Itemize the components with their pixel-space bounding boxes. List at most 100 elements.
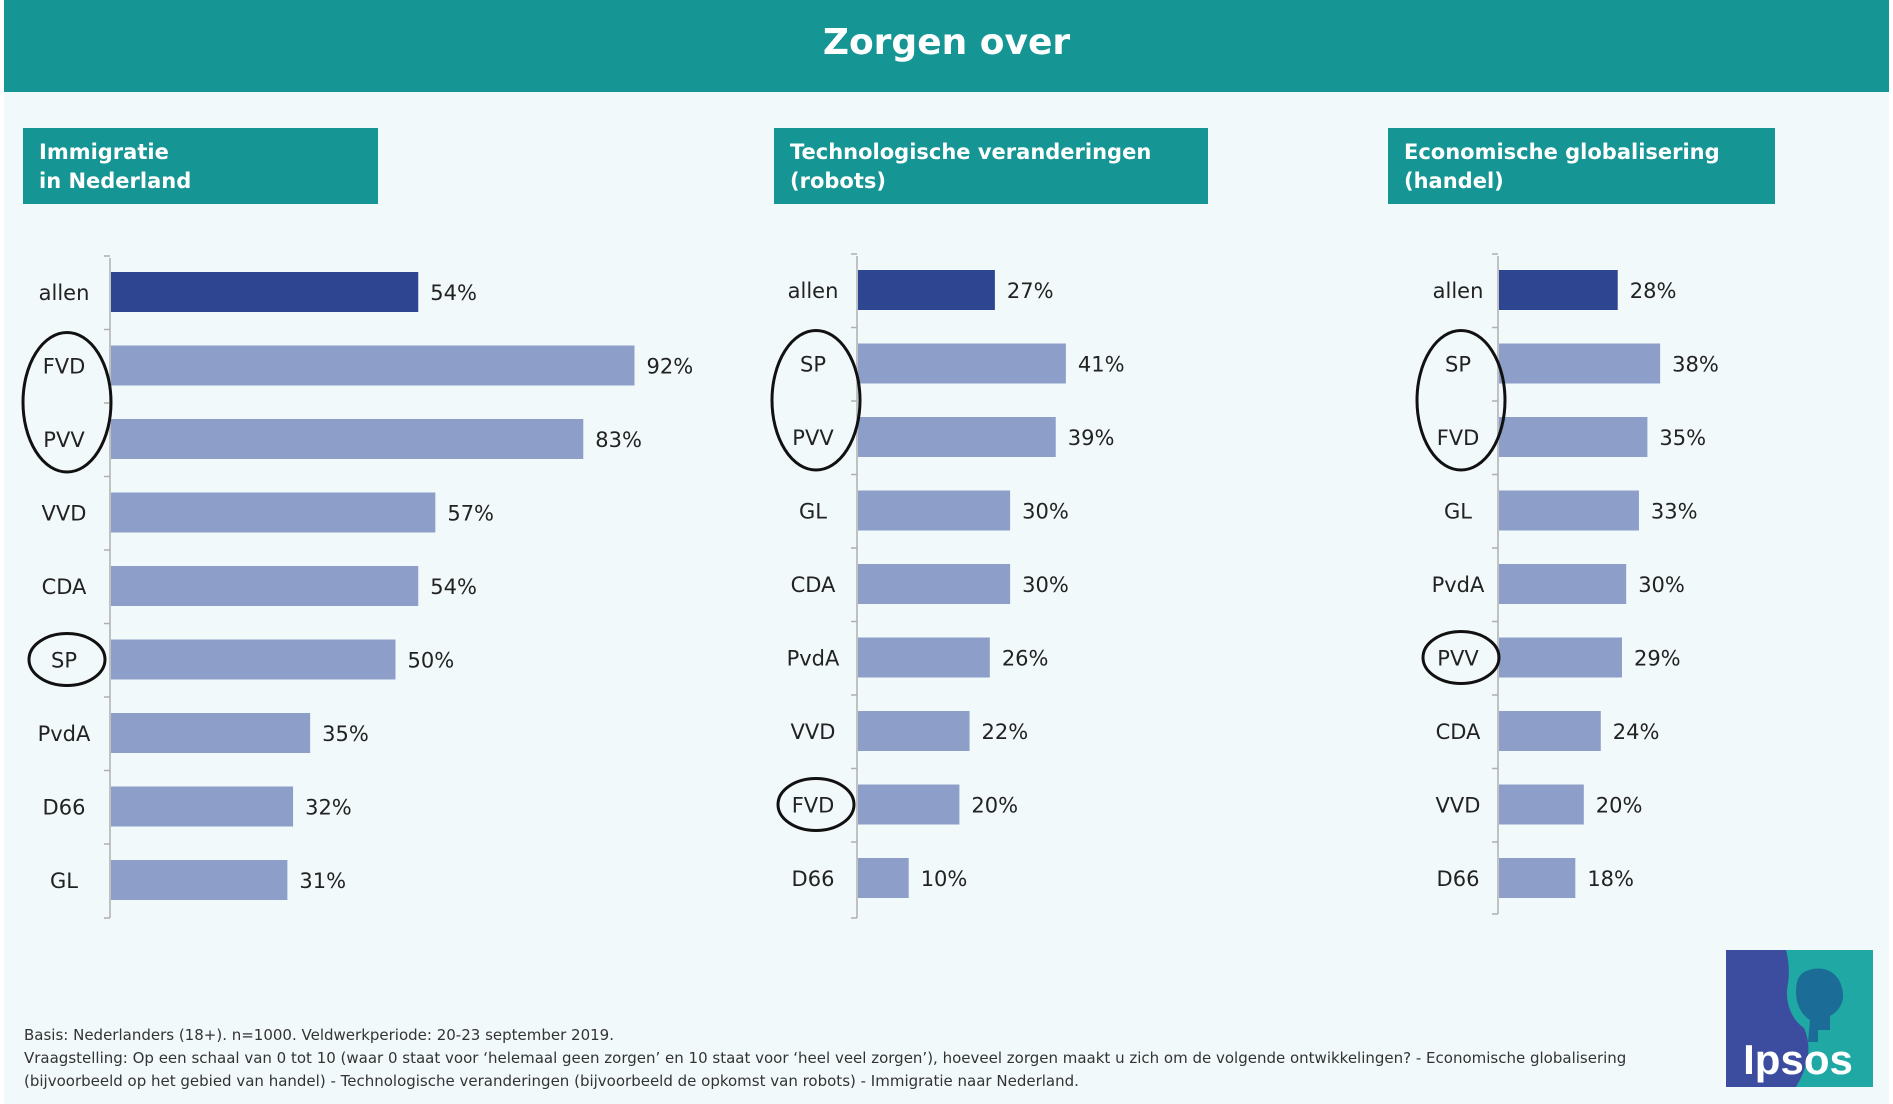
chart-0-value-gl: 31% (299, 869, 346, 893)
chart-0-bar-allen (111, 272, 419, 312)
chart-2-category-allen: allen (1433, 279, 1484, 303)
chart-1-bar-gl (858, 490, 1011, 531)
chart-0-value-d66: 32% (305, 796, 352, 820)
chart-1-value-fvd: 20% (971, 794, 1018, 818)
chart-2-value-allen: 28% (1630, 279, 1677, 303)
chart-0-value-cda: 54% (430, 575, 477, 599)
chart-0-bar-pvda (111, 713, 311, 753)
panel-title-globalisering: Economische globalisering (handel) (1404, 140, 1720, 193)
chart-0-category-pvda: PvdA (38, 722, 91, 746)
chart-1-value-allen: 27% (1007, 279, 1054, 303)
panel-title-immigratie: Immigratie in Nederland (39, 140, 192, 193)
chart-0-value-pvv: 83% (595, 428, 642, 452)
chart-1-highlight-circle-1 (776, 777, 856, 832)
chart-0-bar-sp (111, 639, 396, 680)
chart-1-category-allen: allen (788, 279, 839, 303)
chart-0-highlight-circle-1 (27, 632, 107, 687)
title-banner (4, 0, 1889, 92)
chart-2-value-sp: 38% (1672, 353, 1719, 377)
chart-1-bar-pvv (858, 417, 1056, 457)
chart-2-value-gl: 33% (1651, 500, 1698, 524)
chart-0-highlight-circle-0 (21, 331, 113, 474)
chart-1-bar-fvd (858, 784, 960, 825)
page-title: Zorgen over (822, 22, 1071, 63)
chart-2-value-fvd: 35% (1659, 426, 1706, 450)
chart-0-category-pvv: PVV (43, 428, 85, 452)
chart-0-bar-d66 (111, 786, 294, 827)
chart-1-bar-pvda (858, 637, 990, 678)
chart-1-bar-allen (858, 270, 995, 310)
chart-2-category-vvd: VVD (1436, 794, 1481, 818)
chart-0-category-fvd: FVD (43, 355, 86, 379)
chart-2-category-d66: D66 (1437, 867, 1480, 891)
chart-0-bar-cda (111, 566, 419, 606)
chart-1-value-d66: 10% (921, 867, 968, 891)
chart-1-value-cda: 30% (1022, 573, 1069, 597)
chart-2-bar-vvd (1499, 784, 1584, 825)
footnote: Basis: Nederlanders (18+). n=1000. Veldw… (24, 1024, 1684, 1093)
chart-2-bar-pvda (1499, 564, 1627, 604)
chart-0-value-vvd: 57% (447, 502, 494, 526)
logo-head-silhouette-icon (1796, 968, 1844, 1042)
chart-1-bar-cda (858, 564, 1011, 604)
chart-0-bar-vvd (111, 492, 436, 533)
chart-0-category-allen: allen (39, 281, 90, 305)
chart-2-value-pvv: 29% (1634, 647, 1681, 671)
chart-0-bar-pvv (111, 419, 584, 459)
chart-2-bar-d66 (1499, 858, 1576, 898)
chart-0-value-fvd: 92% (646, 355, 693, 379)
footnote-question: Vraagstelling: Op een schaal van 0 tot 1… (24, 1049, 1627, 1067)
chart-0-bar-gl (111, 860, 288, 900)
chart-1-bar-vvd (858, 711, 970, 751)
chart-1-category-fvd: FVD (792, 794, 835, 818)
chart-0-category-gl: GL (50, 869, 78, 893)
chart-2-bar-sp (1499, 343, 1661, 384)
chart-1-category-sp: SP (800, 353, 826, 377)
chart-2-value-pvda: 30% (1638, 573, 1685, 597)
chart-2-category-fvd: FVD (1437, 426, 1480, 450)
chart-2-value-cda: 24% (1613, 720, 1660, 744)
chart-1-value-pvda: 26% (1002, 647, 1049, 671)
footnote-basis: Basis: Nederlanders (18+). n=1000. Veldw… (24, 1026, 614, 1044)
chart-1-value-sp: 41% (1078, 353, 1125, 377)
chart-0-category-d66: D66 (43, 796, 86, 820)
chart-0-value-pvda: 35% (322, 722, 369, 746)
chart-0-category-sp: SP (51, 649, 77, 673)
chart-2-category-gl: GL (1444, 500, 1472, 524)
chart-1-value-gl: 30% (1022, 500, 1069, 524)
chart-1-category-cda: CDA (791, 573, 836, 597)
chart-0-value-allen: 54% (430, 281, 477, 305)
chart-1-category-pvda: PvdA (787, 647, 840, 671)
chart-0-category-vvd: VVD (42, 502, 87, 526)
chart-2-value-vvd: 20% (1596, 794, 1643, 818)
ipsos-logo: Ipsos (1726, 950, 1873, 1087)
chart-2-category-cda: CDA (1436, 720, 1481, 744)
chart-1-value-vvd: 22% (982, 720, 1029, 744)
chart-0-value-sp: 50% (408, 649, 455, 673)
chart-2-value-d66: 18% (1587, 867, 1634, 891)
chart-0-bar-fvd (111, 345, 635, 386)
chart-1-category-pvv: PVV (792, 426, 834, 450)
chart-1-bar-d66 (858, 858, 909, 898)
chart-0-category-cda: CDA (42, 575, 87, 599)
chart-1-category-vvd: VVD (791, 720, 836, 744)
chart-2-category-sp: SP (1445, 353, 1471, 377)
chart-1-bar-sp (858, 343, 1066, 384)
chart-1-category-d66: D66 (792, 867, 835, 891)
chart-2-category-pvv: PVV (1437, 647, 1479, 671)
chart-2-highlight-circle-1 (1421, 630, 1501, 685)
chart-2-bar-fvd (1499, 417, 1648, 457)
panel-header-immigratie: Immigratie in Nederland (23, 128, 378, 204)
panel-title-technologie: Technologische veranderingen (robots) (790, 140, 1152, 193)
chart-1-highlight-circle-0 (770, 329, 862, 472)
chart-1-value-pvv: 39% (1068, 426, 1115, 450)
chart-2-bar-cda (1499, 711, 1601, 751)
chart-2-category-pvda: PvdA (1432, 573, 1485, 597)
chart-2-bar-pvv (1499, 637, 1622, 678)
chart-2-bar-gl (1499, 490, 1639, 531)
footnote-question-cont: (bijvoorbeeld op het gebied van handel) … (24, 1072, 1079, 1090)
panel-header-globalisering: Economische globalisering (handel) (1388, 128, 1775, 204)
chart-2-bar-allen (1499, 270, 1618, 310)
